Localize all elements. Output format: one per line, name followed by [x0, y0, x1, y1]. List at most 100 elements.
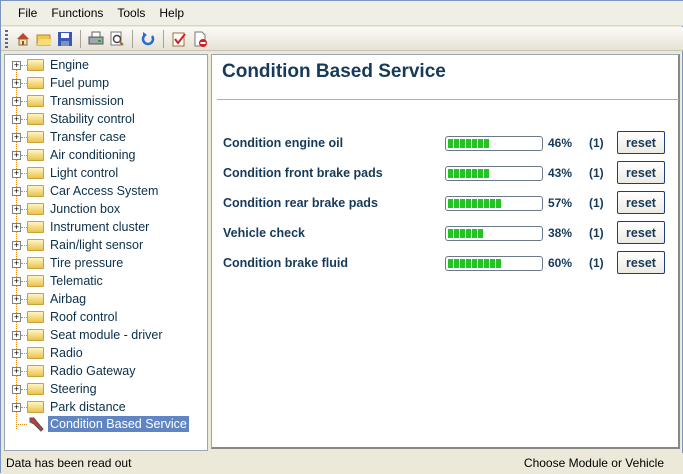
tree-item[interactable]: + Fuel pump: [5, 74, 205, 92]
menu-functions[interactable]: Functions: [51, 6, 104, 20]
tree-item[interactable]: + Park distance: [5, 398, 205, 416]
open-folder-icon[interactable]: [35, 30, 53, 48]
tree-connector: [21, 244, 27, 246]
folder-icon: [27, 401, 44, 413]
tree-item-label: Fuel pump: [50, 76, 110, 90]
reset-button[interactable]: reset: [617, 191, 665, 214]
delete-document-icon[interactable]: [191, 30, 209, 48]
tree-connector: [21, 208, 27, 210]
folder-icon: [27, 365, 44, 377]
tree-item[interactable]: + Stability control: [5, 110, 205, 128]
tree-item[interactable]: + Engine: [5, 56, 205, 74]
tree-item[interactable]: + Tire pressure: [5, 254, 205, 272]
checklist-icon[interactable]: [170, 30, 188, 48]
expand-icon[interactable]: +: [12, 311, 21, 322]
tree-item-label: Tire pressure: [50, 256, 124, 270]
tree-item-label: Airbag: [50, 292, 87, 306]
count-value: (1): [589, 256, 604, 270]
tree-connector: [21, 280, 27, 282]
expand-icon[interactable]: +: [12, 59, 21, 70]
expand-icon[interactable]: +: [12, 203, 21, 214]
tree-item-label: Telematic: [50, 274, 103, 288]
expand-icon[interactable]: +: [12, 401, 21, 412]
service-row: Condition engine oil 46% (1) reset: [212, 131, 681, 155]
expand-icon[interactable]: +: [12, 77, 21, 88]
toolbar-grip[interactable]: [5, 29, 8, 48]
reset-button[interactable]: reset: [617, 131, 665, 154]
percent-value: 46%: [548, 136, 573, 150]
tree-item[interactable]: + Radio: [5, 344, 205, 362]
expand-icon[interactable]: +: [12, 221, 21, 232]
progress-fill: [448, 259, 501, 268]
expand-icon[interactable]: +: [12, 347, 21, 358]
reset-button[interactable]: reset: [617, 161, 665, 184]
progress-bar: [445, 136, 543, 151]
tree-item[interactable]: + Light control: [5, 164, 205, 182]
count-value: (1): [589, 136, 604, 150]
tree-connector: [21, 100, 27, 102]
tree-item[interactable]: + Seat module - driver: [5, 326, 205, 344]
tree-item[interactable]: + Radio Gateway: [5, 362, 205, 380]
reset-button[interactable]: reset: [617, 221, 665, 244]
print-preview-icon[interactable]: [108, 30, 126, 48]
tree-item[interactable]: + Air conditioning: [5, 146, 205, 164]
expand-icon[interactable]: +: [12, 167, 21, 178]
folder-icon: [27, 311, 44, 323]
tree-connector: [21, 64, 27, 66]
expand-icon[interactable]: +: [12, 275, 21, 286]
page-title: Condition Based Service: [222, 61, 446, 82]
reset-button[interactable]: reset: [617, 251, 665, 274]
refresh-icon[interactable]: [139, 30, 157, 48]
tree-item[interactable]: + Airbag: [5, 290, 205, 308]
tree-item-label: Radio Gateway: [50, 364, 136, 378]
tree-item-label: Park distance: [50, 400, 126, 414]
module-tree[interactable]: + Engine + Fuel pump + Transmission + St…: [4, 54, 208, 451]
count-value: (1): [589, 166, 604, 180]
expand-icon[interactable]: +: [12, 113, 21, 124]
folder-icon: [27, 185, 44, 197]
expand-icon[interactable]: +: [12, 293, 21, 304]
folder-icon: [27, 95, 44, 107]
expand-icon[interactable]: +: [12, 185, 21, 196]
tree-item[interactable]: + Telematic: [5, 272, 205, 290]
tree-item[interactable]: + Rain/light sensor: [5, 236, 205, 254]
tree-connector: [21, 334, 27, 336]
menu-file[interactable]: File: [18, 6, 38, 20]
expand-icon[interactable]: +: [12, 239, 21, 250]
content-panel: Condition Based Service Condition engine…: [211, 54, 680, 449]
folder-icon: [27, 347, 44, 359]
expand-icon[interactable]: +: [12, 131, 21, 142]
tree-connector: [16, 423, 27, 425]
home-icon[interactable]: [14, 30, 32, 48]
expand-icon[interactable]: +: [12, 149, 21, 160]
tree-item-condition-based-service[interactable]: Condition Based Service: [5, 415, 205, 433]
save-icon[interactable]: [56, 30, 74, 48]
service-row: Condition front brake pads 43% (1) reset: [212, 161, 681, 185]
tree-item[interactable]: + Car Access System: [5, 182, 205, 200]
print-icon[interactable]: [87, 30, 105, 48]
toolbar-separator: [80, 29, 81, 48]
tree-item[interactable]: + Junction box: [5, 200, 205, 218]
tree-item[interactable]: + Roof control: [5, 308, 205, 326]
folder-icon: [27, 275, 44, 287]
service-label: Condition rear brake pads: [223, 196, 378, 210]
tree-item[interactable]: + Instrument cluster: [5, 218, 205, 236]
progress-fill: [448, 199, 501, 208]
tree-connector: [21, 352, 27, 354]
service-label: Vehicle check: [223, 226, 306, 240]
tree-item[interactable]: + Steering: [5, 380, 205, 398]
tree-item[interactable]: + Transfer case: [5, 128, 205, 146]
expand-icon[interactable]: +: [12, 329, 21, 340]
folder-icon: [27, 257, 44, 269]
toolbar-separator: [132, 29, 133, 48]
tree-connector: [21, 172, 27, 174]
service-row: Condition brake fluid 60% (1) reset: [212, 251, 681, 275]
expand-icon[interactable]: +: [12, 95, 21, 106]
folder-icon: [27, 329, 44, 341]
menu-tools[interactable]: Tools: [117, 6, 146, 20]
tree-item[interactable]: + Transmission: [5, 92, 205, 110]
expand-icon[interactable]: +: [12, 383, 21, 394]
expand-icon[interactable]: +: [12, 257, 21, 268]
expand-icon[interactable]: +: [12, 365, 21, 376]
menu-help[interactable]: Help: [159, 6, 185, 20]
